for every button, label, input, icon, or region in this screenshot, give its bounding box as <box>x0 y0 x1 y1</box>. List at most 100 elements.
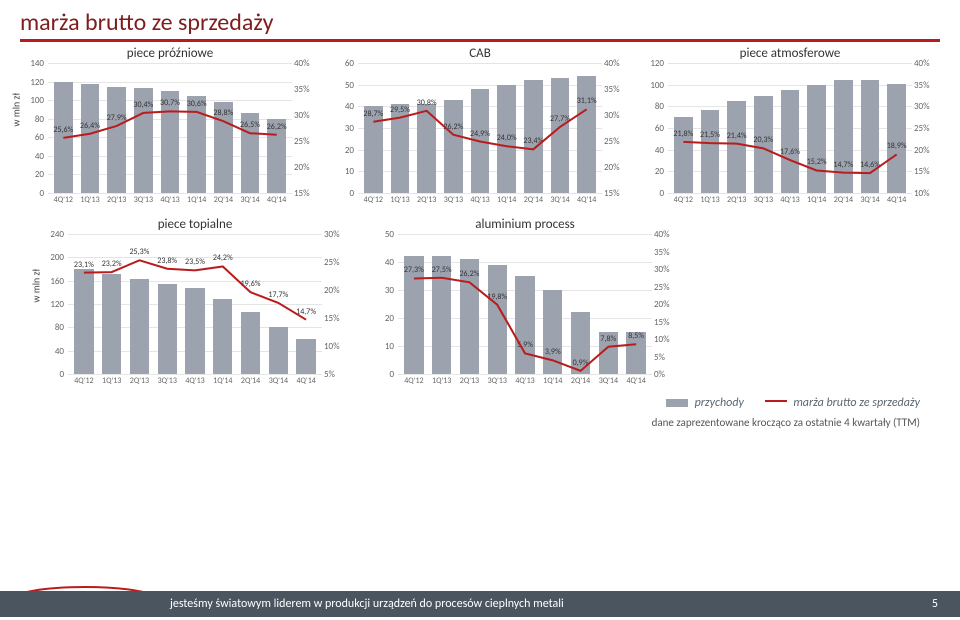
chart-canvas: 02040608010012014015%20%25%30%35%40%25,6… <box>20 63 320 211</box>
legend-revenue-label: przychody <box>695 396 744 410</box>
y-left-tick: 0 <box>640 188 664 199</box>
y-right-tick: 30% <box>914 101 940 112</box>
x-tick: 4Q'14 <box>573 195 600 211</box>
x-tick: 2Q'13 <box>103 195 130 211</box>
y-left-tick: 60 <box>20 132 44 143</box>
legend-margin-label: marża brutto ze sprzedaży <box>793 396 920 410</box>
y-right-tick: 15% <box>604 188 630 199</box>
y-left-tick: 60 <box>330 58 354 69</box>
y-left-tick: 50 <box>330 80 354 91</box>
x-tick: 2Q'14 <box>830 195 857 211</box>
x-tick: 4Q'12 <box>400 376 428 392</box>
y-left-tick: 100 <box>20 95 44 106</box>
grid-line <box>358 193 602 194</box>
y-left-tick: 80 <box>40 322 64 333</box>
y-right-tick: 20% <box>324 285 350 296</box>
x-tick: 2Q'13 <box>126 376 154 392</box>
x-tick: 3Q'14 <box>857 195 884 211</box>
x-tick: 4Q'12 <box>50 195 77 211</box>
y-left-tick: 30 <box>370 285 394 296</box>
margin-line <box>670 63 910 193</box>
x-tick: 1Q'13 <box>77 195 104 211</box>
x-axis-labels: 4Q'121Q'132Q'133Q'134Q'131Q'142Q'143Q'14… <box>360 195 600 211</box>
y-right-tick: 15% <box>914 166 940 177</box>
y-right-tick: 20% <box>914 145 940 156</box>
y-left-tick: 20 <box>20 169 44 180</box>
charts-row-2: piece topialne040801201602002405%10%15%2… <box>0 217 960 392</box>
chart: piece atmosferowe02040608010012010%15%20… <box>640 46 940 211</box>
x-tick: 1Q'13 <box>697 195 724 211</box>
x-tick: 1Q'13 <box>387 195 414 211</box>
y-left-tick: 40 <box>40 346 64 357</box>
y-left-tick: 10 <box>330 166 354 177</box>
chart-title: piece topialne <box>40 217 350 232</box>
x-tick: 1Q'14 <box>493 195 520 211</box>
y-right-tick: 10% <box>324 341 350 352</box>
x-tick: 3Q'13 <box>130 195 157 211</box>
y-left-tick: 80 <box>20 114 44 125</box>
y-left-tick: 240 <box>40 229 64 240</box>
charts-row-1: piece próźniowe02040608010012014015%20%2… <box>0 46 960 211</box>
y-left-tick: 0 <box>330 188 354 199</box>
x-tick: 2Q'14 <box>520 195 547 211</box>
y-right-tick: 15% <box>654 317 680 328</box>
x-tick: 3Q'13 <box>153 376 181 392</box>
x-tick: 4Q'12 <box>360 195 387 211</box>
x-tick: 4Q'13 <box>777 195 804 211</box>
x-tick: 2Q'14 <box>210 195 237 211</box>
plot-area: 28,7%29,5%30,8%26,2%24,9%24,0%23,4%27,7%… <box>360 63 600 193</box>
x-tick: 3Q'14 <box>594 376 622 392</box>
x-tick: 1Q'14 <box>803 195 830 211</box>
y-right-tick: 25% <box>294 136 320 147</box>
margin-line <box>70 234 320 374</box>
y-left-tick: 80 <box>640 101 664 112</box>
margin-line <box>50 63 290 193</box>
x-axis-labels: 4Q'121Q'132Q'133Q'134Q'131Q'142Q'143Q'14… <box>670 195 910 211</box>
y-left-tick: 10 <box>370 341 394 352</box>
y-right-tick: 25% <box>324 257 350 268</box>
x-tick: 1Q'13 <box>428 376 456 392</box>
x-tick: 1Q'14 <box>209 376 237 392</box>
x-tick: 3Q'13 <box>750 195 777 211</box>
margin-line <box>360 63 600 193</box>
y-right-tick: 10% <box>914 188 940 199</box>
chart-canvas: 02040608010012010%15%20%25%30%35%40%21,8… <box>640 63 940 211</box>
y-left-tick: 0 <box>40 369 64 380</box>
x-tick: 4Q'14 <box>622 376 650 392</box>
y-left-tick: 20 <box>330 145 354 156</box>
y-right-tick: 35% <box>604 84 630 95</box>
x-tick: 1Q'13 <box>98 376 126 392</box>
y-right-tick: 35% <box>654 247 680 258</box>
grid-line <box>48 193 292 194</box>
x-axis-labels: 4Q'121Q'132Q'133Q'134Q'131Q'142Q'143Q'14… <box>50 195 290 211</box>
x-tick: 4Q'14 <box>292 376 320 392</box>
y-right-tick: 20% <box>604 162 630 173</box>
chart-title: aluminium process <box>370 217 680 232</box>
x-tick: 3Q'13 <box>483 376 511 392</box>
x-tick: 1Q'14 <box>539 376 567 392</box>
footer-bar: jesteśmy światowym liderem w produkcji u… <box>0 591 960 617</box>
y-right-tick: 10% <box>654 334 680 345</box>
y-right-tick: 20% <box>294 162 320 173</box>
x-axis-labels: 4Q'121Q'132Q'133Q'134Q'131Q'142Q'143Q'14… <box>400 376 650 392</box>
y-left-tick: 40 <box>640 145 664 156</box>
x-tick: 4Q'13 <box>467 195 494 211</box>
x-tick: 2Q'14 <box>567 376 595 392</box>
y-right-tick: 25% <box>604 136 630 147</box>
y-left-tick: 40 <box>330 101 354 112</box>
x-axis-labels: 4Q'121Q'132Q'133Q'134Q'131Q'142Q'143Q'14… <box>70 376 320 392</box>
y-left-tick: 20 <box>640 166 664 177</box>
y-left-tick: 50 <box>370 229 394 240</box>
y-right-tick: 30% <box>324 229 350 240</box>
y-left-tick: 30 <box>330 123 354 134</box>
y-left-tick: 120 <box>40 299 64 310</box>
y-right-tick: 5% <box>654 352 680 363</box>
x-tick: 4Q'13 <box>511 376 539 392</box>
chart-canvas: 010203040500%5%10%15%20%25%30%35%40%27,3… <box>370 234 680 392</box>
y-left-tick: 40 <box>20 151 44 162</box>
margin-line <box>400 234 650 374</box>
legend: przychody marża brutto ze sprzedaży <box>0 392 960 412</box>
x-tick: 3Q'14 <box>237 195 264 211</box>
plot-area: 23,1%23,2%25,3%23,8%23,5%24,2%19,6%17,7%… <box>70 234 320 374</box>
grid-line <box>68 374 322 375</box>
